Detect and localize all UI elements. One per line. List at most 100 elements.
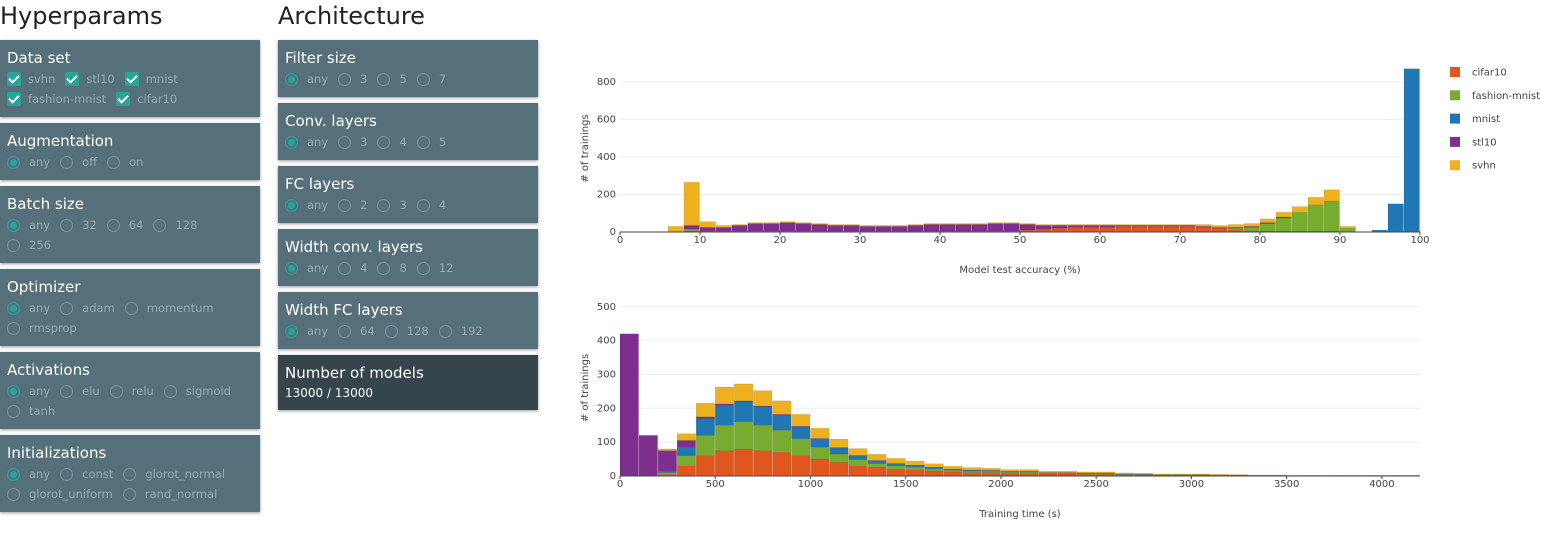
radio-option[interactable]: 3 — [377, 197, 407, 213]
radio-option[interactable]: 5 — [416, 134, 446, 150]
radio-button — [107, 155, 121, 169]
radio-option[interactable]: 3 — [338, 71, 367, 87]
radio-option[interactable]: any — [285, 197, 328, 213]
filter-panel: Batch size any 32 64 128 256 — [0, 186, 260, 263]
radio-option[interactable]: 256 — [7, 237, 51, 253]
bar-segment — [1115, 224, 1132, 226]
checkbox-option[interactable]: mnist — [124, 71, 178, 87]
bar-segment — [1291, 212, 1308, 232]
bar-segment — [731, 224, 748, 226]
radio-button — [123, 467, 137, 481]
radio-option[interactable]: any — [7, 217, 50, 233]
radio-option[interactable]: glorot_uniform — [7, 486, 113, 502]
radio-option[interactable]: 3 — [338, 134, 367, 150]
radio-option[interactable]: 128 — [153, 217, 197, 233]
checkbox-option[interactable]: svhn — [7, 71, 55, 87]
x-tick-label: 50 — [1014, 235, 1027, 246]
checkbox-option[interactable]: stl10 — [65, 71, 115, 87]
option-label: rand_normal — [144, 487, 218, 501]
radio-option[interactable]: 128 — [384, 323, 429, 339]
bar-segment — [734, 448, 753, 477]
bar-segment — [696, 416, 715, 419]
options: any 32 64 128 256 — [7, 217, 253, 253]
radio-option[interactable]: 2 — [338, 197, 367, 213]
radio-option[interactable]: 192 — [438, 323, 483, 339]
radio-option[interactable]: on — [107, 154, 143, 170]
checkbox-option[interactable]: cifar10 — [116, 91, 177, 107]
radio-button — [338, 324, 352, 338]
radio-option[interactable]: sigmoid — [163, 383, 231, 399]
bar-segment — [1147, 224, 1164, 226]
bar-segment — [772, 414, 792, 431]
bar-segment — [1195, 227, 1212, 233]
radio-option[interactable]: 7 — [416, 71, 446, 87]
radio-option[interactable]: glorot_normal — [123, 466, 225, 482]
radio-option[interactable]: any — [7, 383, 50, 399]
radio-option[interactable]: off — [60, 154, 97, 170]
checkbox-option[interactable]: fashion-mnist — [7, 91, 106, 107]
radio-option[interactable]: any — [285, 134, 328, 150]
radio-button — [285, 72, 298, 86]
radio-option[interactable]: any — [7, 300, 50, 316]
bar-segment — [753, 425, 773, 451]
bar-segment — [1067, 227, 1084, 233]
bar-segment — [955, 224, 972, 232]
x-tick-label: 0 — [617, 235, 623, 246]
legend-label: stl10 — [1472, 137, 1497, 148]
radio-option[interactable]: momentum — [124, 300, 214, 316]
radio-button — [285, 198, 298, 212]
radio-option[interactable]: 12 — [416, 260, 453, 276]
radio-option[interactable]: 4 — [377, 134, 407, 150]
radio-button — [285, 324, 298, 338]
bar-segment — [683, 182, 700, 226]
option-label: any — [307, 261, 329, 275]
option-label: 128 — [406, 324, 429, 338]
radio-option[interactable]: 4 — [416, 197, 446, 213]
radio-option[interactable]: tanh — [7, 403, 55, 419]
radio-option[interactable]: 64 — [338, 323, 375, 339]
radio-option[interactable]: adam — [60, 300, 115, 316]
bar-segment — [1147, 226, 1164, 233]
radio-option[interactable]: 4 — [338, 260, 367, 276]
bar-segment — [1195, 224, 1212, 227]
panel-title: Activations — [7, 361, 90, 379]
x-tick-label: 10 — [694, 235, 707, 246]
bar-segment — [1019, 469, 1039, 472]
radio-option[interactable]: any — [285, 260, 328, 276]
bar-segment — [859, 225, 876, 227]
radio-button — [7, 218, 20, 232]
option-label: any — [29, 301, 51, 315]
charts: 0 200 400 600 800 0 10 20 30 40 50 60 70 80 90 100 Model… — [580, 67, 1540, 520]
radio-option[interactable]: any — [285, 323, 328, 339]
x-tick-label: 0 — [617, 479, 623, 490]
y-tick-label: 200 — [597, 189, 616, 200]
option-label: any — [29, 155, 51, 169]
bar-segment — [715, 386, 734, 405]
bar-segment — [924, 467, 944, 470]
radio-option[interactable]: any — [7, 466, 50, 482]
radio-option[interactable]: 8 — [377, 260, 407, 276]
x-tick-label: 3000 — [1179, 479, 1204, 490]
bar-segment — [886, 458, 906, 464]
radio-option[interactable]: rand_normal — [122, 486, 218, 502]
radio-option[interactable]: relu — [109, 383, 154, 399]
radio-option[interactable]: elu — [60, 383, 100, 399]
option-label: adam — [82, 301, 115, 315]
radio-option[interactable]: any — [7, 154, 50, 170]
option-label: 8 — [399, 261, 407, 275]
panel-title: Width conv. layers — [285, 238, 423, 256]
radio-option[interactable]: const — [60, 466, 113, 482]
radio-button — [285, 261, 298, 275]
radio-option[interactable]: 32 — [60, 217, 97, 233]
radio-option[interactable]: rmsprop — [7, 320, 77, 336]
summary-panel: Number of models 13000 / 13000 — [278, 355, 538, 410]
bar-segment — [696, 418, 715, 436]
radio-button — [416, 261, 430, 275]
radio-option[interactable]: 64 — [106, 217, 143, 233]
radio-option[interactable]: 5 — [377, 71, 407, 87]
radio-option[interactable]: any — [285, 71, 328, 87]
bar-segment — [734, 401, 753, 422]
bar-segment — [1291, 206, 1308, 213]
bar-segment — [791, 438, 811, 456]
bar-segment — [848, 455, 868, 460]
